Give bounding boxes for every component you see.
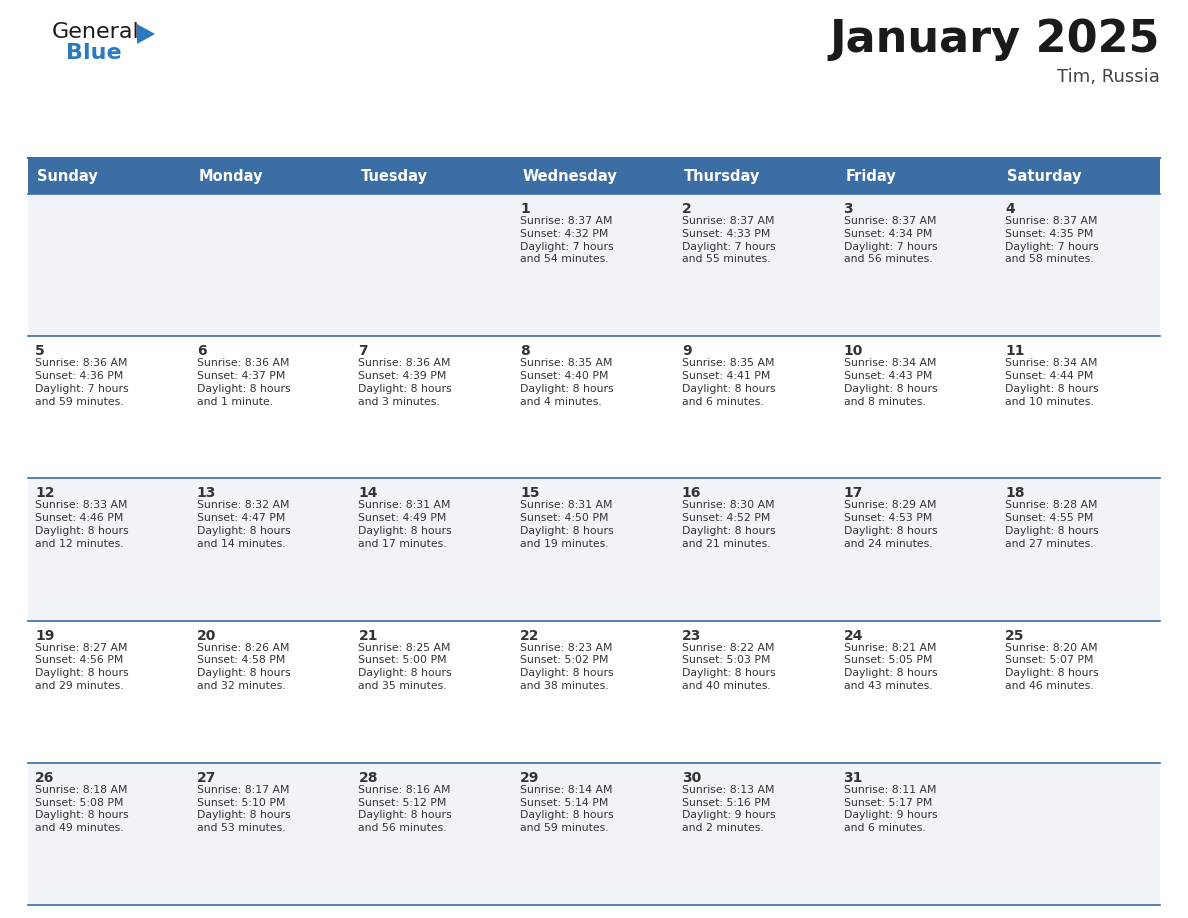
Text: 17: 17 [843,487,862,500]
Text: Sunrise: 8:23 AM
Sunset: 5:02 PM
Daylight: 8 hours
and 38 minutes.: Sunrise: 8:23 AM Sunset: 5:02 PM Dayligh… [520,643,614,691]
Text: 11: 11 [1005,344,1025,358]
Text: January 2025: January 2025 [829,18,1159,61]
Text: Sunrise: 8:35 AM
Sunset: 4:40 PM
Daylight: 8 hours
and 4 minutes.: Sunrise: 8:35 AM Sunset: 4:40 PM Dayligh… [520,358,614,407]
Text: 19: 19 [34,629,55,643]
Bar [29,478,1159,621]
Text: 26: 26 [34,771,55,785]
Text: Sunrise: 8:34 AM
Sunset: 4:43 PM
Daylight: 8 hours
and 8 minutes.: Sunrise: 8:34 AM Sunset: 4:43 PM Dayligh… [843,358,937,407]
Text: Tim, Russia: Tim, Russia [1057,68,1159,85]
Text: 22: 22 [520,629,539,643]
Text: Sunrise: 8:31 AM
Sunset: 4:49 PM
Daylight: 8 hours
and 17 minutes.: Sunrise: 8:31 AM Sunset: 4:49 PM Dayligh… [359,500,453,549]
Text: Friday: Friday [846,169,896,184]
Text: Sunrise: 8:16 AM
Sunset: 5:12 PM
Daylight: 8 hours
and 56 minutes.: Sunrise: 8:16 AM Sunset: 5:12 PM Dayligh… [359,785,453,834]
Text: Sunrise: 8:30 AM
Sunset: 4:52 PM
Daylight: 8 hours
and 21 minutes.: Sunrise: 8:30 AM Sunset: 4:52 PM Dayligh… [682,500,776,549]
Text: 9: 9 [682,344,691,358]
Polygon shape [137,24,154,44]
Text: 1: 1 [520,202,530,216]
Text: Sunrise: 8:25 AM
Sunset: 5:00 PM
Daylight: 8 hours
and 35 minutes.: Sunrise: 8:25 AM Sunset: 5:00 PM Dayligh… [359,643,453,691]
Text: 29: 29 [520,771,539,785]
Text: Sunrise: 8:28 AM
Sunset: 4:55 PM
Daylight: 8 hours
and 27 minutes.: Sunrise: 8:28 AM Sunset: 4:55 PM Dayligh… [1005,500,1099,549]
Text: 20: 20 [197,629,216,643]
Text: Wednesday: Wednesday [523,169,617,184]
Text: Sunrise: 8:36 AM
Sunset: 4:36 PM
Daylight: 7 hours
and 59 minutes.: Sunrise: 8:36 AM Sunset: 4:36 PM Dayligh… [34,358,128,407]
Text: Sunrise: 8:37 AM
Sunset: 4:34 PM
Daylight: 7 hours
and 56 minutes.: Sunrise: 8:37 AM Sunset: 4:34 PM Dayligh… [843,216,937,264]
Text: 18: 18 [1005,487,1025,500]
Bar [29,621,1159,763]
Text: Sunrise: 8:36 AM
Sunset: 4:37 PM
Daylight: 8 hours
and 1 minute.: Sunrise: 8:36 AM Sunset: 4:37 PM Dayligh… [197,358,290,407]
Text: 15: 15 [520,487,539,500]
Text: 21: 21 [359,629,378,643]
Text: Sunrise: 8:22 AM
Sunset: 5:03 PM
Daylight: 8 hours
and 40 minutes.: Sunrise: 8:22 AM Sunset: 5:03 PM Dayligh… [682,643,776,691]
Text: Sunrise: 8:26 AM
Sunset: 4:58 PM
Daylight: 8 hours
and 32 minutes.: Sunrise: 8:26 AM Sunset: 4:58 PM Dayligh… [197,643,290,691]
Text: Sunday: Sunday [37,169,97,184]
Text: Sunrise: 8:20 AM
Sunset: 5:07 PM
Daylight: 8 hours
and 46 minutes.: Sunrise: 8:20 AM Sunset: 5:07 PM Dayligh… [1005,643,1099,691]
Text: 23: 23 [682,629,701,643]
Text: Sunrise: 8:32 AM
Sunset: 4:47 PM
Daylight: 8 hours
and 14 minutes.: Sunrise: 8:32 AM Sunset: 4:47 PM Dayligh… [197,500,290,549]
Text: Sunrise: 8:13 AM
Sunset: 5:16 PM
Daylight: 9 hours
and 2 minutes.: Sunrise: 8:13 AM Sunset: 5:16 PM Dayligh… [682,785,776,834]
Bar [29,194,1159,336]
Bar [29,763,1159,905]
Text: Tuesday: Tuesday [360,169,428,184]
Text: Sunrise: 8:18 AM
Sunset: 5:08 PM
Daylight: 8 hours
and 49 minutes.: Sunrise: 8:18 AM Sunset: 5:08 PM Dayligh… [34,785,128,834]
Text: Sunrise: 8:37 AM
Sunset: 4:33 PM
Daylight: 7 hours
and 55 minutes.: Sunrise: 8:37 AM Sunset: 4:33 PM Dayligh… [682,216,776,264]
Text: 16: 16 [682,487,701,500]
Text: Sunrise: 8:31 AM
Sunset: 4:50 PM
Daylight: 8 hours
and 19 minutes.: Sunrise: 8:31 AM Sunset: 4:50 PM Dayligh… [520,500,614,549]
Text: 8: 8 [520,344,530,358]
Text: 30: 30 [682,771,701,785]
Text: 4: 4 [1005,202,1015,216]
Text: 2: 2 [682,202,691,216]
Text: 13: 13 [197,487,216,500]
Text: Sunrise: 8:33 AM
Sunset: 4:46 PM
Daylight: 8 hours
and 12 minutes.: Sunrise: 8:33 AM Sunset: 4:46 PM Dayligh… [34,500,128,549]
Text: 7: 7 [359,344,368,358]
Text: 27: 27 [197,771,216,785]
Bar [29,336,1159,478]
Text: Blue: Blue [67,43,121,62]
Text: Sunrise: 8:37 AM
Sunset: 4:35 PM
Daylight: 7 hours
and 58 minutes.: Sunrise: 8:37 AM Sunset: 4:35 PM Dayligh… [1005,216,1099,264]
Text: Sunrise: 8:21 AM
Sunset: 5:05 PM
Daylight: 8 hours
and 43 minutes.: Sunrise: 8:21 AM Sunset: 5:05 PM Dayligh… [843,643,937,691]
Text: Sunrise: 8:11 AM
Sunset: 5:17 PM
Daylight: 9 hours
and 6 minutes.: Sunrise: 8:11 AM Sunset: 5:17 PM Dayligh… [843,785,937,834]
Text: Sunrise: 8:34 AM
Sunset: 4:44 PM
Daylight: 8 hours
and 10 minutes.: Sunrise: 8:34 AM Sunset: 4:44 PM Dayligh… [1005,358,1099,407]
Text: 31: 31 [843,771,862,785]
Text: Sunrise: 8:27 AM
Sunset: 4:56 PM
Daylight: 8 hours
and 29 minutes.: Sunrise: 8:27 AM Sunset: 4:56 PM Dayligh… [34,643,128,691]
Text: 10: 10 [843,344,862,358]
Text: Sunrise: 8:29 AM
Sunset: 4:53 PM
Daylight: 8 hours
and 24 minutes.: Sunrise: 8:29 AM Sunset: 4:53 PM Dayligh… [843,500,937,549]
Text: 25: 25 [1005,629,1025,643]
Text: Monday: Monday [198,169,264,184]
Bar [29,158,1159,194]
Text: General: General [52,22,140,42]
Text: Thursday: Thursday [684,169,760,184]
Text: 12: 12 [34,487,55,500]
Text: 6: 6 [197,344,207,358]
Text: 3: 3 [843,202,853,216]
Text: 28: 28 [359,771,378,785]
Text: Sunrise: 8:35 AM
Sunset: 4:41 PM
Daylight: 8 hours
and 6 minutes.: Sunrise: 8:35 AM Sunset: 4:41 PM Dayligh… [682,358,776,407]
Text: Sunrise: 8:37 AM
Sunset: 4:32 PM
Daylight: 7 hours
and 54 minutes.: Sunrise: 8:37 AM Sunset: 4:32 PM Dayligh… [520,216,614,264]
Text: 24: 24 [843,629,862,643]
Text: Sunrise: 8:17 AM
Sunset: 5:10 PM
Daylight: 8 hours
and 53 minutes.: Sunrise: 8:17 AM Sunset: 5:10 PM Dayligh… [197,785,290,834]
Text: 14: 14 [359,487,378,500]
Text: Saturday: Saturday [1007,169,1082,184]
Text: Sunrise: 8:36 AM
Sunset: 4:39 PM
Daylight: 8 hours
and 3 minutes.: Sunrise: 8:36 AM Sunset: 4:39 PM Dayligh… [359,358,453,407]
Text: 5: 5 [34,344,45,358]
Text: Sunrise: 8:14 AM
Sunset: 5:14 PM
Daylight: 8 hours
and 59 minutes.: Sunrise: 8:14 AM Sunset: 5:14 PM Dayligh… [520,785,614,834]
